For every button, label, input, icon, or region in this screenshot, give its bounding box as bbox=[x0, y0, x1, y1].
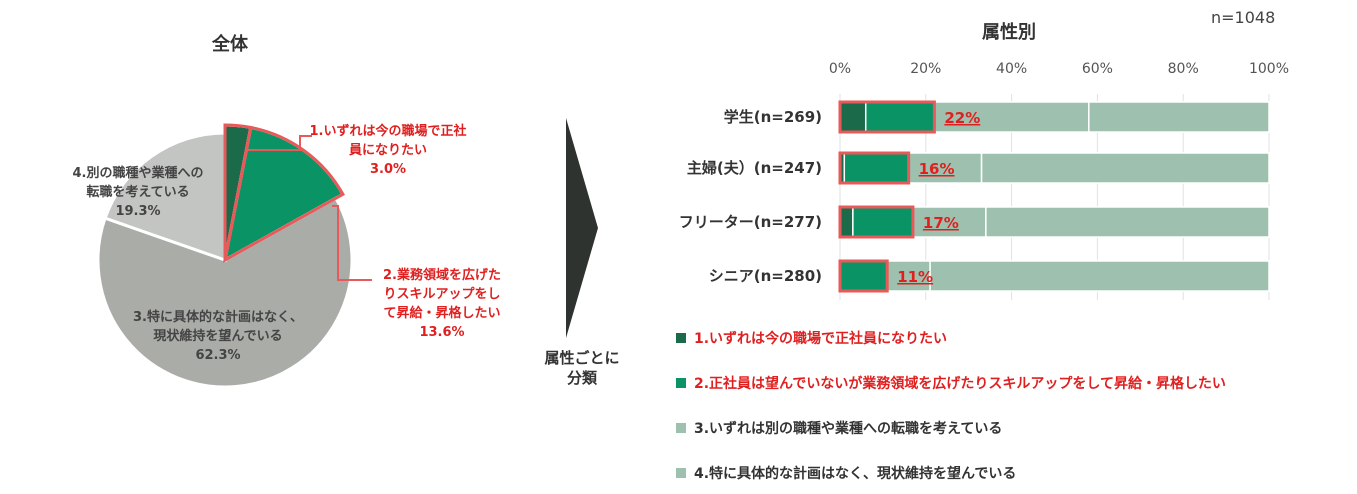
legend-swatch bbox=[676, 332, 686, 343]
pie-label-line: 2.業務領域を広げた bbox=[383, 268, 501, 283]
x-tick-label: 20% bbox=[910, 61, 941, 77]
pie-label-line: 3.特に具体的な計画はなく、 bbox=[133, 310, 303, 325]
pie-label-value: 13.6% bbox=[419, 325, 465, 340]
bar-highlight-label: 22% bbox=[944, 109, 980, 127]
legend-label: 1.いずれは今の職場で正社員になりたい bbox=[694, 330, 948, 347]
bar-segment bbox=[985, 206, 1270, 238]
pie-label-line: りスキルアップをし bbox=[383, 287, 501, 302]
leader-line-slice-2 bbox=[332, 205, 372, 281]
bar-highlight-outline bbox=[838, 205, 915, 239]
legend-swatch bbox=[676, 467, 686, 478]
arrow-right-icon bbox=[566, 118, 598, 338]
bar-segment bbox=[843, 152, 910, 184]
legend-item: 4.特に具体的な計画はなく、現状維持を望んでいる bbox=[676, 461, 1356, 484]
pie-label-line: 1.いずれは今の職場で正社 bbox=[309, 124, 467, 139]
x-tick-label: 0% bbox=[829, 61, 851, 77]
bar-segment bbox=[864, 101, 936, 133]
pie-label-slice-1: 1.いずれは今の職場で正社 員になりたい 3.0% bbox=[308, 122, 468, 179]
pie-title: 全体 bbox=[212, 34, 248, 55]
bar-segment bbox=[1088, 101, 1270, 133]
legend-swatch bbox=[676, 377, 686, 388]
pie-label-slice-4: 4.別の職種や業種への 転職を考えている 19.3% bbox=[58, 164, 218, 221]
pie-slice-4 bbox=[103, 131, 227, 263]
bar-segment bbox=[839, 101, 867, 133]
category-label: フリーター(n=277) bbox=[679, 213, 822, 231]
legend-label: 2.正社員は望んでいないが業務領域を広げたりスキルアップをして昇給・昇格したい bbox=[694, 375, 1226, 392]
bar-highlight-outline bbox=[838, 151, 911, 185]
bar-highlight-outline bbox=[838, 100, 936, 134]
bar-segment bbox=[839, 206, 854, 238]
bar-segment bbox=[929, 260, 1270, 292]
pie-highlight-outline bbox=[222, 125, 345, 263]
x-tick-label: 40% bbox=[996, 61, 1027, 77]
sample-size: n=1048 bbox=[1211, 8, 1276, 27]
bar-segment bbox=[839, 260, 888, 292]
bar-highlight-label: 11% bbox=[897, 268, 933, 286]
pie-label-value: 3.0% bbox=[369, 162, 407, 177]
x-tick-label: 100% bbox=[1249, 61, 1289, 77]
middle-label: 属性ごとに 分類 bbox=[522, 348, 642, 388]
pie-label-slice-3: 3.特に具体的な計画はなく、 現状維持を望んでいる 62.3% bbox=[108, 308, 328, 365]
bar-highlight-label: 17% bbox=[923, 214, 959, 232]
pie-label-line: 転職を考えている bbox=[86, 185, 190, 200]
leader-line-slice-1 bbox=[248, 135, 312, 151]
pie-label-value: 19.3% bbox=[115, 204, 161, 219]
legend-item: 1.いずれは今の職場で正社員になりたい bbox=[676, 326, 1356, 349]
middle-label-line: 分類 bbox=[566, 369, 597, 387]
bar-highlight-outline bbox=[838, 259, 889, 293]
pie-label-line: 員になりたい bbox=[348, 143, 427, 158]
pie-label-line: て昇給・昇格したい bbox=[383, 306, 501, 321]
legend-item: 2.正社員は望んでいないが業務領域を広げたりスキルアップをして昇給・昇格したい bbox=[676, 371, 1356, 394]
pie-label-line: 現状維持を望んでいる bbox=[153, 329, 283, 344]
x-tick-label: 60% bbox=[1082, 61, 1113, 77]
bar-segment bbox=[980, 152, 1270, 184]
legend: 1.いずれは今の職場で正社員になりたい 2.正社員は望んでいないが業務領域を広げた… bbox=[676, 326, 1356, 484]
legend-item: 3.いずれは別の職種や業種への転職を考えている bbox=[676, 416, 1356, 439]
bar-chart: 0% 20% 40% 60% 80% 100% 学生(n=269) 22% 主婦(夫）(n=24… bbox=[679, 61, 1289, 300]
legend-label: 4.特に具体的な計画はなく、現状維持を望んでいる bbox=[694, 465, 1017, 482]
pie-chart bbox=[96, 123, 372, 389]
category-label: 主婦(夫）(n=247) bbox=[687, 159, 822, 177]
bar-title: 属性別 bbox=[982, 22, 1036, 43]
pie-label-slice-2: 2.業務領域を広げた りスキルアップをし て昇給・昇格したい 13.6% bbox=[372, 266, 512, 342]
pie-slice-3 bbox=[96, 196, 354, 389]
legend-swatch bbox=[676, 422, 686, 433]
pie-label-line: 4.別の職種や業種への bbox=[72, 166, 204, 181]
pie-label-value: 62.3% bbox=[195, 348, 241, 363]
middle-label-line: 属性ごとに bbox=[544, 349, 620, 367]
bar-segment bbox=[886, 260, 931, 292]
category-label: 学生(n=269) bbox=[724, 108, 822, 126]
bar-highlight-label: 16% bbox=[919, 160, 955, 178]
x-tick-label: 80% bbox=[1168, 61, 1199, 77]
legend-label: 3.いずれは別の職種や業種への転職を考えている bbox=[694, 420, 1003, 437]
bar-segment bbox=[852, 206, 914, 238]
category-label: シニア(n=280) bbox=[709, 267, 822, 285]
